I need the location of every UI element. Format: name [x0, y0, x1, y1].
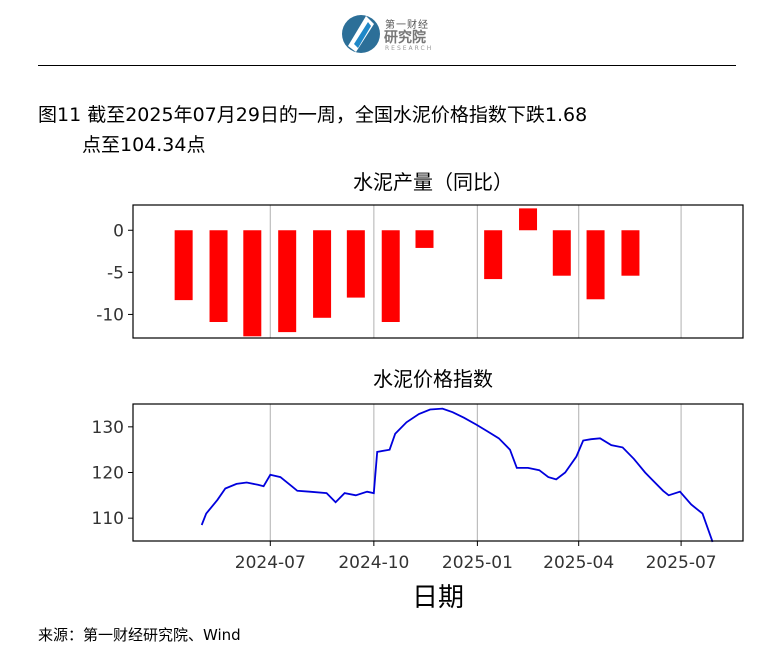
panel-price-frame [132, 403, 744, 542]
panel-price-x-axis: 2024-07 2024-10 2025-01 2025-04 2025-07 [235, 541, 717, 573]
bar-3 [278, 230, 297, 333]
x-tick-label-4: 2025-07 [646, 553, 717, 573]
bar-2 [243, 230, 262, 337]
y2-tick-label-1: 120 [92, 464, 124, 484]
header-divider [38, 65, 736, 66]
y1-tick-label-0: -10 [96, 305, 124, 325]
bar-1 [209, 230, 228, 323]
bar-5 [346, 230, 365, 298]
y2-tick-label-2: 130 [92, 418, 124, 438]
panel-output-bars [174, 208, 640, 337]
bar-0 [174, 230, 193, 301]
bar-8 [484, 230, 503, 280]
bar-12 [621, 230, 640, 276]
panel-price-y-axis: 110 120 130 [92, 418, 133, 529]
x-tick-label-1: 2024-10 [338, 553, 409, 573]
price-index-line [200, 407, 714, 543]
logo-main-text: 研究院 [384, 30, 426, 46]
bar-9 [519, 208, 538, 231]
panel-price-grid [269, 404, 682, 541]
logo-top-text: 第一财经 [385, 20, 429, 31]
logo-sub-text: RESEARCH [385, 45, 434, 52]
x-tick-label-2: 2025-01 [442, 553, 513, 573]
panel-output-y-axis: -10 -5 0 [96, 221, 133, 325]
panel-output-title: 水泥产量（同比） [353, 170, 513, 194]
figure-title-line1: 图11 截至2025年07月29日的一周，全国水泥价格指数下跌1.68 [38, 104, 588, 126]
y1-tick-label-1: -5 [107, 263, 124, 283]
figure-title-line2: 点至104.34点 [82, 134, 206, 156]
panel-price-title: 水泥价格指数 [373, 367, 493, 391]
x-axis-label: 日期 [412, 583, 464, 613]
source-note: 来源：第一财经研究院、Wind [38, 626, 241, 644]
bar-6 [381, 230, 400, 323]
x-tick-label-0: 2024-07 [235, 553, 306, 573]
bar-4 [313, 230, 332, 318]
y1-tick-label-2: 0 [113, 221, 124, 241]
y2-tick-label-0: 110 [92, 509, 124, 529]
x-tick-label-3: 2025-04 [543, 553, 614, 573]
bar-11 [586, 230, 605, 300]
logo [342, 15, 380, 53]
panel-output: 水泥产量（同比） -10 -5 0 [96, 170, 744, 339]
chart: 水泥产量（同比） -10 -5 0 水泥价格指数 110 120 130 2024-07… [92, 170, 744, 613]
panel-output-frame [132, 204, 744, 339]
bar-10 [552, 230, 571, 276]
figure-title: 图11 截至2025年07月29日的一周，全国水泥价格指数下跌1.68 点至10… [38, 100, 738, 160]
panel-output-grid [269, 205, 682, 338]
bar-7 [415, 230, 434, 248]
